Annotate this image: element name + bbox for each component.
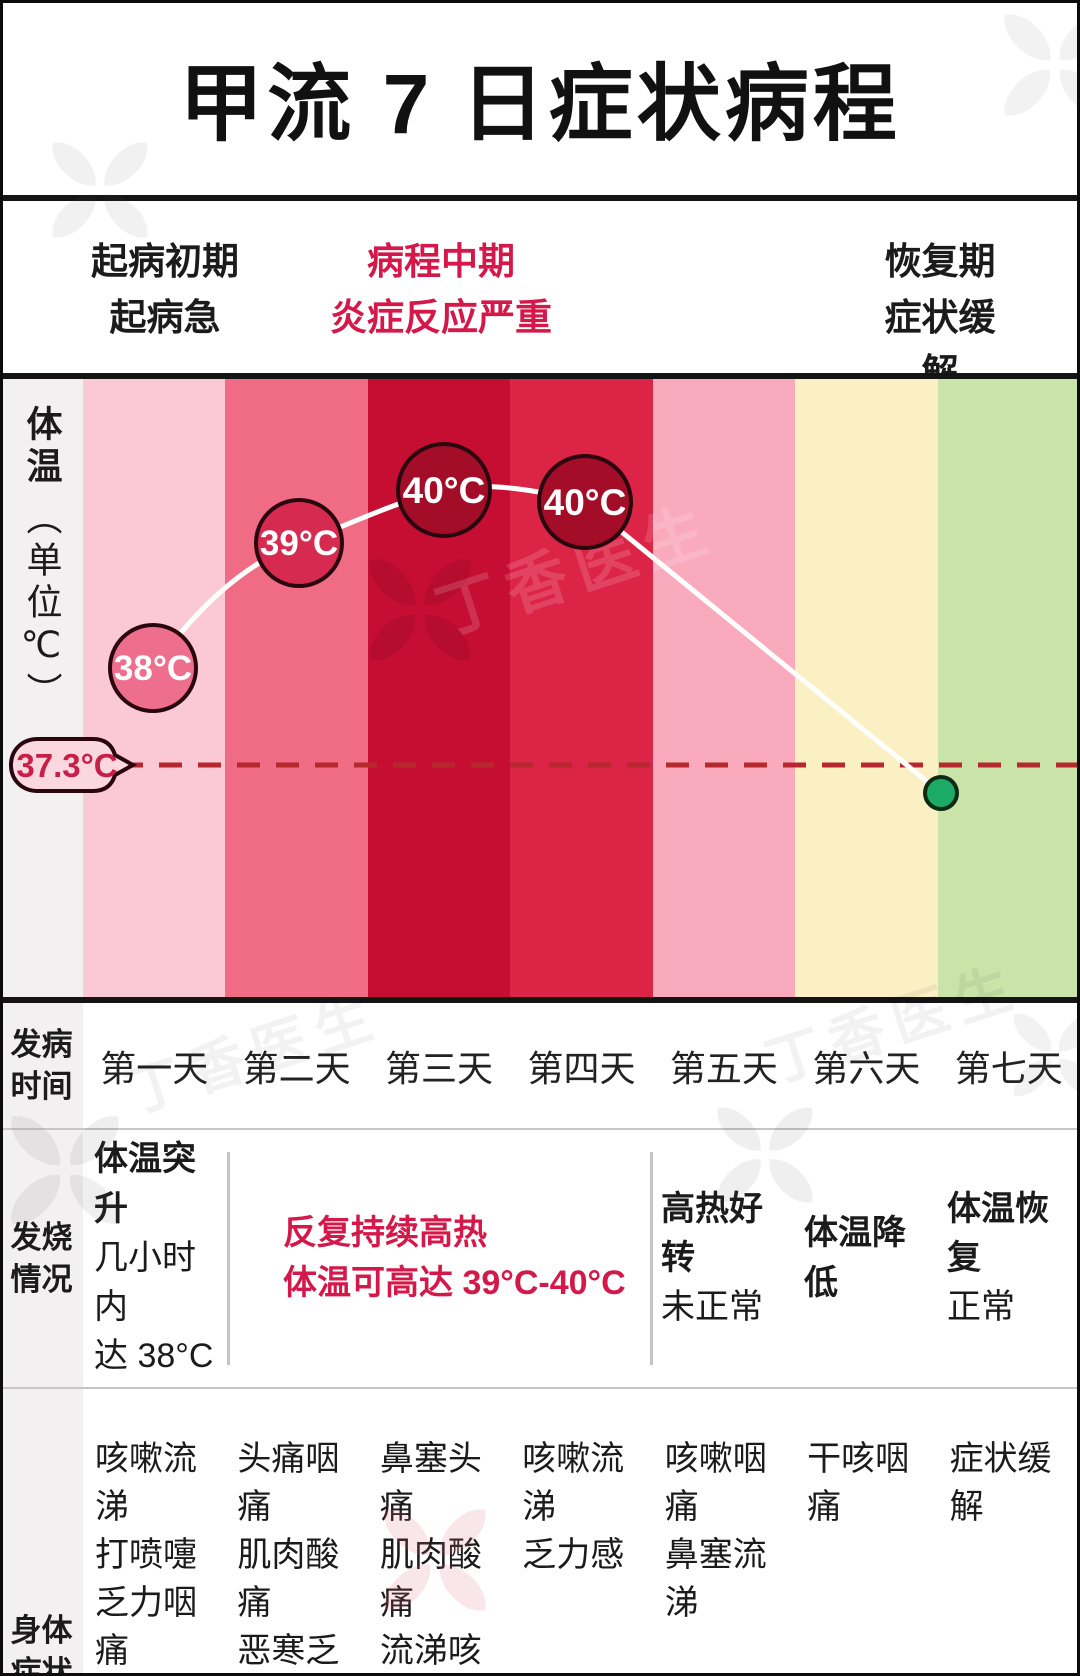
fever-detail: 体温可高达 39°C-40°C	[283, 1263, 626, 1302]
divider	[0, 1128, 1080, 1130]
temp-point-day4-label: 40°C	[544, 482, 627, 523]
curve-overlay: 37.3°C 38°C 39°C 40°C 40°C	[8, 442, 1080, 811]
symptoms-day2: 头痛咽痛 肌肉酸痛 恶寒乏力 咳嗽流涕	[237, 1440, 340, 1670]
symptoms-day1: 咳嗽流涕 打喷嚏 乏力咽痛	[95, 1440, 197, 1670]
band-day5	[652, 379, 796, 997]
fever-cell-day1: 体温突升 几小时内 达 38°C	[83, 1130, 227, 1387]
symptoms-day6: 干咳咽痛	[807, 1440, 910, 1526]
day-label-6: 第六天	[812, 1047, 921, 1089]
band-day2	[225, 379, 368, 997]
symptoms-row: 身体 症状 咳嗽流涕 打喷嚏 乏力咽痛 头痛咽痛 肌肉酸痛 恶寒乏力 咳嗽流涕 …	[0, 1389, 1080, 1676]
divider	[0, 1387, 1080, 1389]
fever-cell-day2-4: 反复持续高热 体温可高达 39°C-40°C	[227, 1130, 650, 1387]
temp-point-day4	[537, 454, 633, 550]
day-label-7: 第七天	[954, 1047, 1063, 1089]
temp-point-day1-label: 38°C	[114, 649, 192, 688]
fever-curve-chart: 体温 （单位℃） 37.3°C 38°C 39°C 40°C 40°C	[0, 373, 1080, 1003]
page-title: 甲流 7 日症状病程	[179, 57, 901, 151]
days-row: 发病 时间 第一天 第二天 第三天 第四天 第五天 第六天 第七天	[0, 1003, 1080, 1128]
day-label-3: 第三天	[385, 1047, 494, 1089]
days-row-label: 发病 时间	[0, 1003, 83, 1128]
fever-headline: 体温恢复	[947, 1189, 1049, 1277]
symptoms-row-label: 身体 症状	[0, 1389, 83, 1676]
phase-middle: 病程中期 炎症反应严重	[330, 241, 552, 338]
temperature-curve	[150, 484, 943, 795]
y-axis-title: 体温	[21, 405, 63, 489]
symptoms-day4: 咳嗽流涕 乏力感	[522, 1440, 625, 1574]
fever-headline: 反复持续高热	[283, 1214, 487, 1253]
day-label-5: 第五天	[669, 1047, 778, 1089]
temp-point-day3	[396, 442, 492, 538]
threshold-label: 37.3°C	[16, 747, 117, 784]
fever-detail: 几小时内 达 38°C	[94, 1238, 214, 1376]
fever-row-label: 发烧 情况	[0, 1130, 83, 1387]
y-axis-label: 体温 （单位℃）	[21, 405, 63, 997]
fever-detail: 未正常	[661, 1288, 763, 1327]
fever-cell-day7: 体温恢复 正常	[936, 1130, 1080, 1387]
day-label-4: 第四天	[527, 1047, 636, 1089]
phase-recovery: 恢复期 症状缓解	[884, 241, 996, 393]
temp-point-day2	[254, 498, 344, 588]
symptoms-day3: 鼻塞头痛 肌肉酸痛 流涕咳嗽 食欲减退 恶心呕吐	[379, 1440, 482, 1670]
threshold-pill	[8, 737, 138, 793]
fever-detail: 正常	[947, 1288, 1015, 1327]
fever-cell-day5: 高热好转 未正常	[650, 1130, 793, 1387]
y-axis-unit: （单位℃）	[21, 499, 63, 714]
phase-labels: 起病初期 起病急 病程中期 炎症反应严重 恢复期 症状缓解	[0, 201, 1080, 393]
recovery-dot	[923, 775, 959, 811]
symptoms-day5: 咳嗽咽痛 鼻塞流涕	[664, 1440, 767, 1622]
temp-point-day2-label: 39°C	[260, 524, 338, 563]
band-day7	[937, 379, 1080, 997]
y-axis-column: 体温 （单位℃）	[0, 379, 83, 997]
day-label-2: 第二天	[242, 1047, 351, 1089]
fever-headline: 体温突升	[94, 1140, 196, 1228]
temp-point-day3-label: 40°C	[403, 470, 486, 511]
fever-headline: 体温降低	[804, 1214, 906, 1302]
phase-initial: 起病初期 起病急	[91, 241, 239, 338]
fever-row: 发烧 情况 体温突升 几小时内 达 38°C 反复持续高热 体温可高达 39°C…	[0, 1130, 1080, 1387]
day-label-1: 第一天	[100, 1047, 209, 1089]
header: 甲流 7 日症状病程	[0, 0, 1080, 201]
symptoms-day7: 症状缓解	[949, 1440, 1052, 1526]
fever-headline: 高热好转	[661, 1189, 763, 1277]
fever-cell-day6: 体温降低	[793, 1130, 936, 1387]
band-day6	[795, 379, 938, 997]
temp-point-day1	[108, 623, 198, 713]
